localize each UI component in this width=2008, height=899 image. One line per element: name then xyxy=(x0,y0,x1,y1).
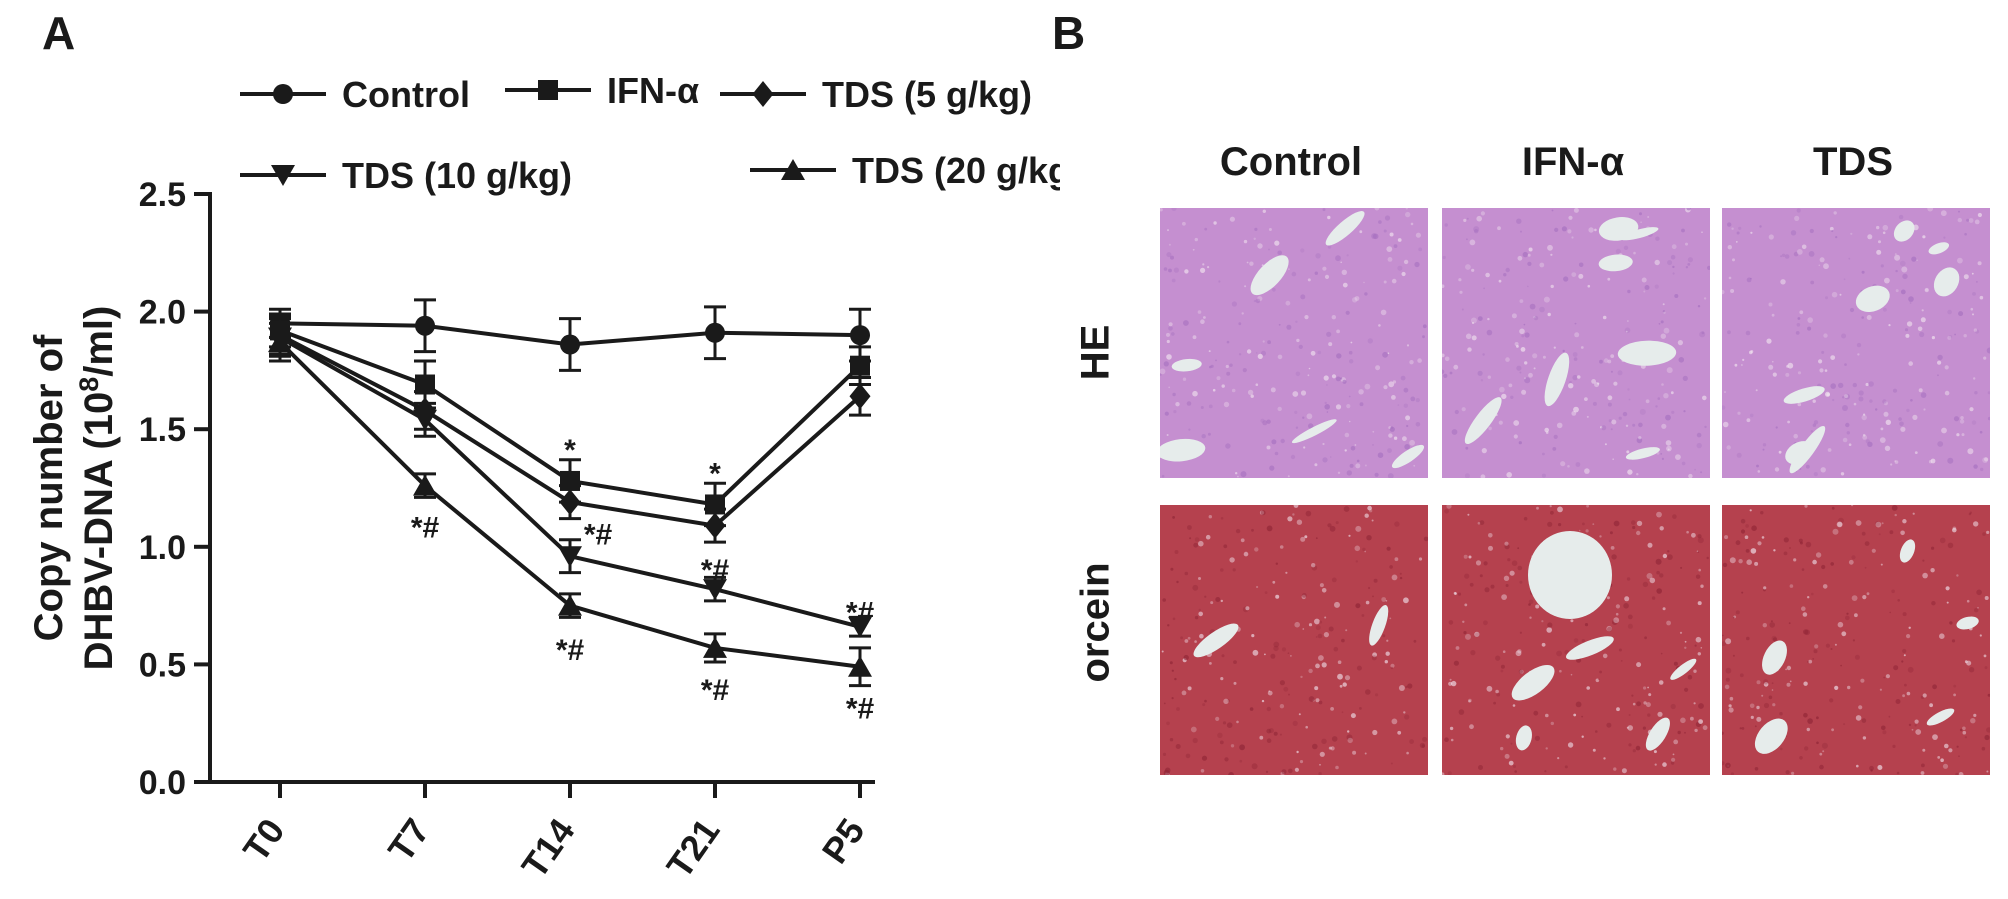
data-point xyxy=(703,579,727,601)
histology-image-orcein-1 xyxy=(1442,505,1710,775)
x-tick-label: P5 xyxy=(814,811,873,871)
data-point xyxy=(415,315,435,336)
data-point xyxy=(850,325,870,346)
data-point xyxy=(705,322,725,343)
legend-marker xyxy=(781,159,805,180)
legend-marker xyxy=(273,84,293,104)
column-header-control: Control xyxy=(1219,140,1363,184)
column-header-tds: TDS xyxy=(1813,140,1893,184)
y-tick-label: 0.0 xyxy=(139,764,186,802)
panel-label-b: B xyxy=(1052,7,1086,59)
data-point xyxy=(268,331,292,353)
line-chart: 0.0 0.5 1.0 1.5 2.0 2.5 T0 T7 T14 T21 P5 Copy numbe… xyxy=(27,70,1060,885)
panel-label-a: A xyxy=(42,7,76,59)
data-point xyxy=(849,383,871,410)
significance-mark: *# xyxy=(701,554,730,587)
significance-mark: *# xyxy=(846,693,875,726)
data-point xyxy=(560,334,580,355)
y-axis-label-line2: DHBV-DNA (108/ml) xyxy=(74,306,121,671)
significance-mark: *# xyxy=(846,596,875,629)
data-point xyxy=(558,594,582,616)
data-point xyxy=(848,655,872,677)
row-header-orcein: orcein xyxy=(1073,562,1118,683)
significance-mark: *# xyxy=(556,634,585,667)
histology-image-he-0 xyxy=(1160,208,1428,478)
data-point xyxy=(558,546,582,568)
y-tick-label: 2.5 xyxy=(139,176,186,214)
data-point xyxy=(850,355,870,376)
y-tick-label: 2.0 xyxy=(139,294,186,332)
data-point xyxy=(413,474,437,496)
x-tick-label: T7 xyxy=(380,811,438,869)
y-tick-label: 1.0 xyxy=(139,529,186,567)
data-point xyxy=(848,616,872,638)
significance-mark: *# xyxy=(411,512,440,545)
legend-marker xyxy=(538,80,558,100)
legend-label: TDS (10 g/kg) xyxy=(342,155,572,196)
y-tick-label: 1.5 xyxy=(139,411,186,449)
legend-marker xyxy=(271,165,295,186)
x-tick-label: T0 xyxy=(235,811,293,869)
legend-label: Control xyxy=(342,74,470,115)
x-tick-label: T21 xyxy=(658,811,727,885)
y-tick-label: 0.5 xyxy=(139,646,186,684)
column-header-ifn: IFN-α xyxy=(1521,140,1625,184)
histology-image-he-2 xyxy=(1722,208,1990,478)
data-point xyxy=(559,489,581,516)
data-point xyxy=(703,636,727,658)
significance-mark: * xyxy=(709,458,721,491)
significance-mark: * xyxy=(564,434,576,467)
x-tick-label: T14 xyxy=(513,811,582,885)
legend-label: IFN-α xyxy=(607,70,699,111)
y-axis-label-line1: Copy number of xyxy=(27,334,71,641)
histology-image-orcein-0 xyxy=(1160,505,1428,775)
significance-mark: *# xyxy=(701,674,730,707)
legend-label: TDS (5 g/kg) xyxy=(822,74,1032,115)
data-point xyxy=(704,512,726,539)
histology-image-he-1 xyxy=(1442,208,1710,478)
row-header-he: HE xyxy=(1073,324,1118,381)
data-point xyxy=(415,374,435,395)
legend-marker xyxy=(752,81,774,107)
histology-image-orcein-2 xyxy=(1722,505,1990,775)
data-point xyxy=(413,409,437,431)
legend-label: TDS (20 g/kg) xyxy=(852,150,1060,191)
significance-mark: *# xyxy=(584,519,613,552)
